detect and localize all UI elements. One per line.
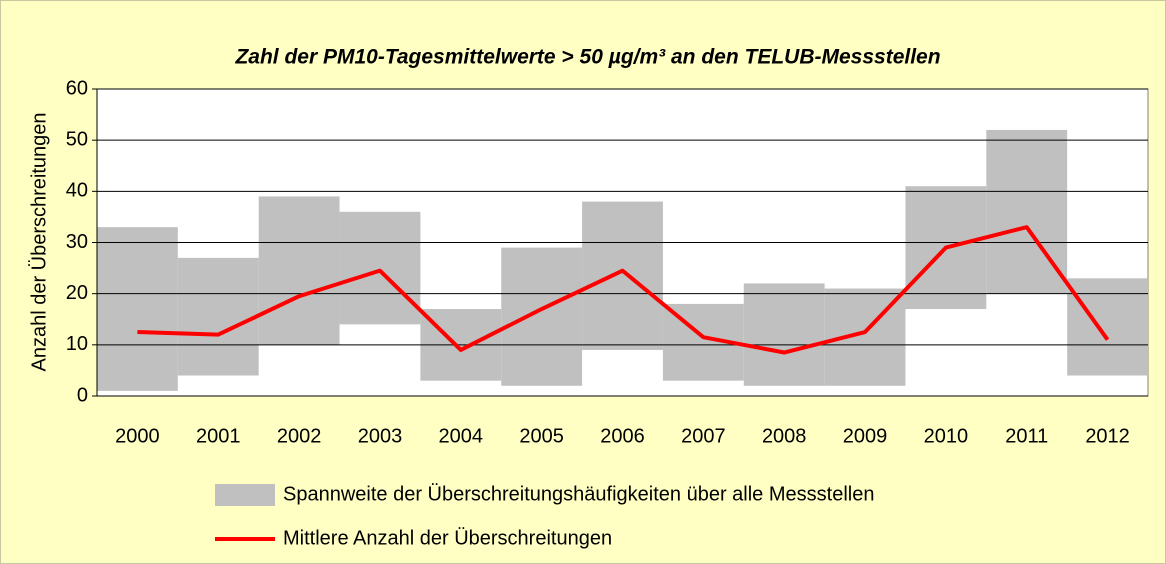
y-tick-label: 10 (66, 333, 88, 355)
range-bar (743, 283, 825, 386)
x-tick-label: 2007 (681, 425, 726, 447)
x-tick-label: 2000 (115, 425, 160, 447)
range-bar (339, 211, 421, 325)
chart-title: Zahl der PM10-Tagesmittelwerte > 50 µg/m… (234, 46, 940, 69)
x-tick-label: 2008 (762, 425, 807, 447)
x-tick-label: 2004 (439, 425, 484, 447)
y-tick-label: 40 (66, 180, 88, 202)
legend-label: Mittlere Anzahl der Überschreitungen (283, 527, 612, 549)
x-tick-label: 2006 (600, 425, 645, 447)
legend-swatch (215, 484, 275, 506)
mean-line (137, 225, 1110, 355)
y-tick-label: 30 (66, 231, 88, 253)
range-bar (177, 257, 259, 376)
x-tick-label: 2010 (924, 425, 969, 447)
x-tick-label: 2005 (519, 425, 564, 447)
range-bar (582, 201, 663, 350)
range-bar (1067, 278, 1148, 376)
x-tick-label: 2002 (277, 425, 322, 447)
range-bar (97, 227, 178, 391)
y-axis-label: Anzahl der Überschreitungen (28, 112, 50, 371)
y-tick-label: 60 (66, 77, 88, 99)
range-bar (501, 247, 583, 386)
x-tick-label: 2009 (843, 425, 888, 447)
legend-label: Spannweite der Überschreitungshäufigkeit… (283, 483, 874, 505)
x-tick-label: 2003 (358, 425, 403, 447)
y-tick-label: 0 (77, 384, 88, 406)
range-bar (258, 196, 340, 345)
x-tick-label: 2011 (1005, 425, 1048, 447)
y-tick-label: 50 (66, 128, 88, 150)
y-tick-label: 20 (66, 282, 88, 304)
x-tick-label: 2012 (1085, 425, 1130, 447)
x-tick-label: 2001 (196, 425, 241, 447)
